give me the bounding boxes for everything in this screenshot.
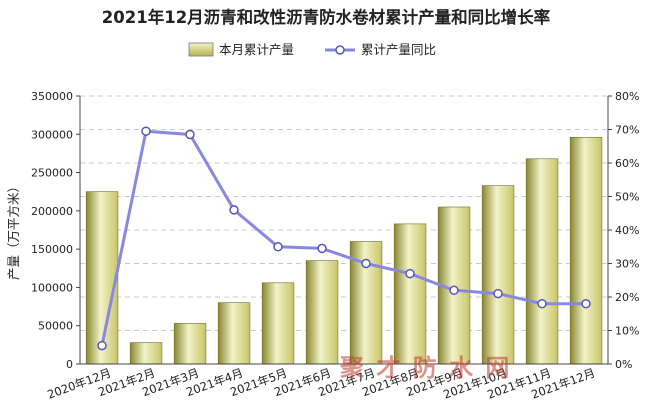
line-point	[537, 298, 547, 309]
line-point	[273, 242, 283, 252]
legend-bar-label: 本月累计产量	[219, 42, 294, 57]
left-tick-label: 50000	[38, 320, 73, 333]
bar	[525, 158, 559, 365]
line-point	[185, 129, 195, 140]
bar	[173, 323, 207, 365]
chart-title: 2021年12月沥青和改性沥青防水卷材累计产量和同比增长率	[102, 7, 550, 27]
line-point	[229, 205, 239, 215]
x-axis-ticks: 2020年12月2021年2月2021年3月2021年4月2021年5月2021…	[45, 366, 597, 402]
line-point	[317, 243, 327, 254]
bar	[85, 191, 119, 365]
bar	[569, 137, 603, 365]
right-tick-label: 20%	[615, 291, 639, 304]
left-axis-ticks: 0 50000 100000 150000 200000 250000 300000 3500…	[31, 90, 80, 371]
left-tick-label: 250000	[31, 167, 73, 180]
bars	[85, 137, 603, 365]
bar	[261, 282, 295, 365]
left-tick-label: 300000	[31, 128, 73, 141]
gridlines	[80, 95, 608, 331]
left-tick-label: 100000	[31, 281, 73, 294]
bar	[393, 223, 427, 365]
legend-line-label: 累计产量同比	[361, 42, 436, 57]
line-path	[100, 129, 586, 346]
right-axis-ticks: 0% 10% 20% 30% 40% 50% 60% 70% 80%	[608, 90, 639, 371]
bar	[305, 260, 339, 365]
right-tick-label: 80%	[615, 90, 639, 103]
right-tick-label: 30%	[615, 258, 639, 271]
right-tick-label: 60%	[615, 157, 639, 170]
y-axis-label: 产量（万平方米）	[6, 180, 21, 280]
line-point	[405, 268, 415, 279]
right-tick-label: 40%	[615, 224, 639, 237]
growth-line	[97, 126, 591, 351]
line-point	[141, 126, 151, 136]
line-point	[581, 298, 591, 309]
right-tick-label: 10%	[615, 325, 639, 338]
left-tick-label: 200000	[31, 205, 73, 218]
left-tick-label: 150000	[31, 243, 73, 256]
line-point	[449, 285, 459, 296]
legend-bar-swatch	[188, 42, 214, 57]
bar	[129, 342, 163, 365]
right-tick-label: 0%	[615, 358, 632, 371]
bar	[217, 302, 251, 365]
right-tick-label: 50%	[615, 191, 639, 204]
legend: 本月累计产量 累计产量同比	[188, 42, 436, 57]
bar	[481, 185, 515, 365]
line-point	[493, 288, 503, 299]
line-point	[361, 258, 371, 269]
left-tick-label: 0	[66, 358, 73, 371]
right-tick-label: 70%	[615, 124, 639, 137]
legend-line-marker	[335, 45, 345, 55]
watermark: 聚 才 防 水 网	[339, 354, 511, 382]
left-tick-label: 350000	[31, 90, 73, 103]
line-point	[97, 340, 107, 351]
